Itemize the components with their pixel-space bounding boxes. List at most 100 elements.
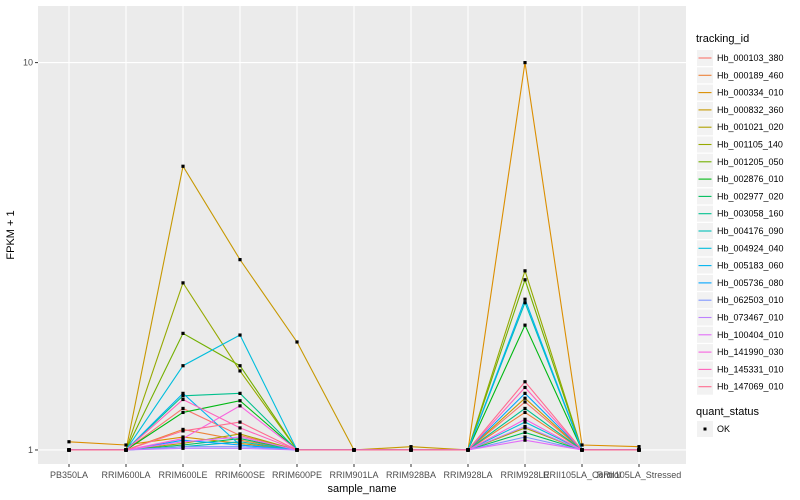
data-point xyxy=(238,420,242,424)
data-point xyxy=(523,391,527,395)
legend-label: Hb_100404_010 xyxy=(717,330,784,340)
legend-label: Hb_004176_090 xyxy=(717,226,784,236)
data-point xyxy=(238,404,242,408)
data-point xyxy=(238,391,242,395)
data-point xyxy=(238,445,242,449)
legend-label: Hb_001205_050 xyxy=(717,157,784,167)
x-tick-label: RRIM600SE xyxy=(215,470,265,480)
quant-legend-point xyxy=(703,427,707,431)
x-tick-label: RRIM600LE xyxy=(158,470,207,480)
data-point xyxy=(523,430,527,435)
data-point xyxy=(523,400,527,404)
data-point xyxy=(523,396,527,400)
data-point xyxy=(181,440,185,444)
legend-title: tracking_id xyxy=(696,33,749,45)
data-point xyxy=(181,164,185,168)
data-point xyxy=(409,448,413,452)
legend-label: Hb_002876_010 xyxy=(717,174,784,184)
data-point xyxy=(67,440,71,444)
data-point xyxy=(523,61,527,65)
legend-label: Hb_141990_030 xyxy=(717,347,784,357)
x-tick-label: RRIM928BA xyxy=(386,470,436,480)
data-point xyxy=(637,448,641,452)
legend-label: Hb_000189_460 xyxy=(717,70,784,80)
data-point xyxy=(181,281,185,285)
data-point xyxy=(466,448,470,452)
data-point xyxy=(238,258,242,262)
data-point xyxy=(238,432,242,436)
data-point xyxy=(523,269,527,273)
x-tick-label: RRIM600PE xyxy=(272,470,322,480)
x-axis: PB350LA RRIM600LA RRIM600LE RRIM600SE RRIM60… xyxy=(50,464,681,480)
y-axis: 1 10 xyxy=(23,58,38,455)
data-point xyxy=(523,385,527,390)
x-tick-label: PB350LA xyxy=(50,470,88,480)
legend-label: Hb_003058_160 xyxy=(717,209,784,219)
legend-label: Hb_000334_010 xyxy=(717,88,784,98)
x-axis-title: sample_name xyxy=(327,483,396,495)
data-point xyxy=(181,443,185,447)
legend-label: Hb_001021_020 xyxy=(717,122,784,132)
x-tick-label: RRIM928LE xyxy=(500,470,549,480)
data-point xyxy=(238,426,242,430)
data-point xyxy=(523,297,527,301)
y-tick-label: 1 xyxy=(28,445,33,455)
data-point xyxy=(295,340,299,344)
data-point xyxy=(523,438,527,442)
data-point xyxy=(238,441,242,445)
legend-label: Hb_147069_010 xyxy=(717,382,784,392)
data-point xyxy=(124,448,128,452)
data-point xyxy=(523,278,527,282)
data-point xyxy=(238,435,242,439)
data-point xyxy=(181,445,185,449)
legend-label: Hb_073467_010 xyxy=(717,313,784,323)
data-point xyxy=(352,448,356,452)
y-tick-label: 10 xyxy=(23,58,33,68)
legend-label: Hb_005183_060 xyxy=(717,261,784,271)
legend-label: Hb_005736_080 xyxy=(717,278,784,288)
quant-legend-label: OK xyxy=(717,424,730,434)
data-point xyxy=(523,380,527,384)
data-point xyxy=(409,445,413,449)
data-point xyxy=(238,446,242,450)
data-point xyxy=(523,410,527,415)
data-point xyxy=(523,301,527,305)
legend-label: Hb_002977_020 xyxy=(717,191,784,201)
data-point xyxy=(238,364,242,368)
data-point xyxy=(181,331,185,335)
data-point xyxy=(523,417,527,421)
data-point xyxy=(124,443,128,447)
data-point xyxy=(238,369,242,373)
data-point xyxy=(295,448,299,452)
data-point xyxy=(67,448,71,452)
data-point xyxy=(580,443,584,447)
data-point xyxy=(523,420,527,424)
data-point xyxy=(238,333,242,337)
grid xyxy=(38,6,686,464)
quant-legend-title: quant_status xyxy=(696,406,759,418)
legend-label: Hb_062503_010 xyxy=(717,295,784,305)
legend: tracking_id Hb_000103_380 Hb_000189_460 Hb… xyxy=(696,33,784,437)
data-point xyxy=(523,406,527,411)
data-point xyxy=(181,394,185,398)
data-point xyxy=(181,397,185,402)
y-axis-title: FPKM + 1 xyxy=(5,210,17,259)
data-point xyxy=(637,445,641,449)
data-point xyxy=(238,443,242,447)
plot-panel xyxy=(38,6,686,464)
legend-label: Hb_145331_010 xyxy=(717,364,784,374)
data-point xyxy=(181,441,185,445)
data-point xyxy=(181,391,185,395)
legend-label: Hb_001105_140 xyxy=(717,140,783,150)
x-tick-label: RRIM928LA xyxy=(443,470,492,480)
data-point xyxy=(181,364,185,368)
legend-label: Hb_004924_040 xyxy=(717,243,784,253)
data-point xyxy=(181,446,185,450)
data-point xyxy=(181,406,185,411)
data-point xyxy=(523,323,527,327)
data-point xyxy=(523,435,527,439)
x-tick-label: RRII105LA_Stressed xyxy=(597,470,682,480)
data-point xyxy=(181,429,185,433)
legend-label: Hb_000832_360 xyxy=(717,105,784,115)
